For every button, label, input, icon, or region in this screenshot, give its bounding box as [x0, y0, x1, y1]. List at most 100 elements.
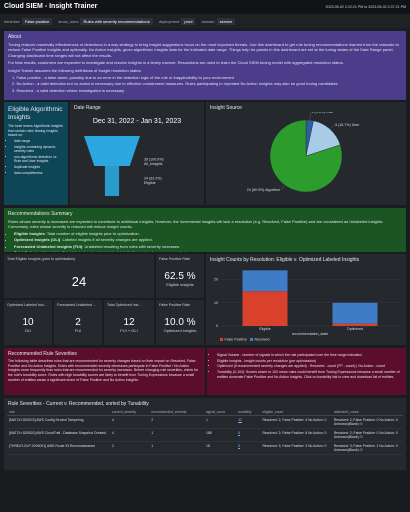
pie-category-label: Rule — [326, 112, 333, 114]
table-cell: Resolved: 2; False Positive: 0 No Action… — [331, 415, 403, 429]
column-header: tunability — [236, 409, 261, 416]
panel-title: Eligible Algorithmic Insights — [8, 106, 63, 122]
table-cell[interactable]: 8 — [236, 441, 261, 455]
panel-title: Recommendations Summary — [8, 211, 73, 217]
filter-chip: show_rules Rules with severity recommenda… — [58, 18, 153, 25]
legend-label: False Positive — [225, 338, 247, 342]
about-item: 3. Resolved - a valid detection where in… — [12, 87, 125, 93]
about-paragraph: Insight Trainer assumes the following de… — [8, 67, 142, 73]
filter-value[interactable]: prod — [181, 18, 196, 25]
column-header: rule — [7, 409, 110, 416]
table-cell: Resolved: 3; False Positive: 1 No Action… — [331, 441, 403, 455]
table-row: [THREAT-DLP-0000001] AWS Route 53 Reconn… — [7, 441, 403, 455]
table-cell: Resolved: 2; False Positive: 0 No Action… — [331, 428, 403, 442]
column-header: optimized_count — [331, 409, 403, 416]
pie-label: 24 (80.0%) Algorithm — [247, 188, 281, 192]
funnel-category-label: Eligible — [144, 181, 156, 185]
filter-chip: deployment prod — [159, 18, 196, 25]
eligible-panel: Eligible Algorithmic Insights The tuner … — [4, 102, 68, 205]
kpi-unit: % — [186, 317, 196, 328]
summary-item: Total Optimized Insights: Total labeled … — [14, 250, 402, 252]
filter-value[interactable]: service — [216, 18, 236, 25]
column-header: eligible_count — [260, 409, 332, 416]
funnel-chart: 38 (100.0%)All_Insights 24 (63.2%)Eligibl… — [84, 136, 164, 196]
filter-chip: minimize False positive — [4, 18, 53, 25]
filter-value[interactable]: False positive — [21, 18, 53, 25]
kpi-label: Optimized Labeled Insi... — [7, 303, 47, 307]
kpi-sub: Optimized insights — [163, 328, 197, 333]
eligible-item: non-algorithmic detection i.e. Rule and … — [14, 155, 64, 164]
pie-label: 5 (16.7%) User — [335, 123, 360, 127]
filter-value[interactable]: Rules with severity recommendations — [80, 18, 153, 25]
table-row: [MATCH-S00076] AWS Config Service Tamper… — [7, 415, 403, 429]
funnel-segment — [104, 166, 120, 196]
summary-text: : Labeled insights if all severity chang… — [60, 237, 153, 243]
summary-term: Forecasted Unlabeled Insights (FUI) — [14, 243, 83, 249]
table-row: [MATCH-S00520] AWS CloudTrail - Database… — [7, 428, 403, 442]
summary-text: : Unlabeled resulting from rules with se… — [82, 243, 181, 249]
summary-intro: Rules whose severity is increased are ex… — [8, 219, 384, 230]
eligible-item: insights containing dynamic severity rul… — [14, 145, 64, 154]
severity-item: Optimized (if recommended severity chang… — [217, 364, 402, 369]
kpi-number: 24 — [71, 274, 87, 289]
y-tick-label: 0 — [216, 324, 218, 328]
rule-table: rule current_severity recommended_severity… — [7, 409, 403, 455]
filter-key: deployment — [158, 19, 180, 24]
date-range-panel: Date Range Dec 31, 2022 - Jan 31, 2023 3… — [70, 102, 204, 205]
pie-chart: 1 (3.3%) Rule 5 (16.7%) User 24 (80.0%) Al… — [247, 112, 360, 193]
kpi-value: 10 — [4, 317, 52, 328]
table-cell[interactable]: 42 — [236, 415, 261, 429]
table-cell: [THREAT-DLP-0000001] AWS Route 53 Reconn… — [7, 441, 110, 455]
time-range[interactable]: 2023-05-02 2:22:21 PM to 2023-05-02 2:37… — [325, 5, 406, 9]
table-cell: 18 — [203, 441, 237, 455]
pie-leader — [281, 185, 285, 191]
kpi-unit: % — [186, 271, 196, 282]
kpi-label: Forecasted Unlabeled ... — [57, 303, 97, 307]
column-header: current_severity — [109, 409, 150, 416]
about-panel: About Tuning reduces maximally effective… — [4, 31, 406, 100]
table-cell: 4 — [109, 415, 150, 429]
filter-chip: domain service — [201, 18, 236, 25]
pie-value-label: 5 (16.7%) — [335, 123, 351, 127]
bar-segment — [332, 323, 378, 326]
kpi-value: 10.0 % — [156, 317, 204, 328]
pie-category-label: Algorithm — [265, 188, 280, 192]
kpi-value: 2 — [54, 317, 102, 328]
about-item: 1. False positive - a false alarm; possi… — [12, 74, 234, 80]
kpi-number: 10 — [22, 317, 34, 328]
pie-leader — [329, 124, 335, 130]
bar-segment — [242, 291, 288, 326]
about-paragraph: Tuning reduces maximally effectiveness o… — [8, 42, 399, 58]
kpi-sub: Eligible insights — [166, 282, 194, 287]
table-cell: 1 — [203, 415, 237, 429]
severities-panel: Recommended Rule Severities The followin… — [4, 348, 205, 395]
funnel-segment — [84, 136, 140, 166]
kpi-number: 62.5 — [164, 271, 184, 282]
x-tick-label: Eligible — [259, 327, 271, 331]
kpi-label: Total Eligible Insights (prior to optimi… — [7, 257, 76, 261]
table-cell: [MATCH-S00076] AWS Config Service Tamper… — [7, 415, 110, 429]
resolution-panel: Insight Counts by Resolution: Eligible v… — [206, 254, 406, 345]
bar-segment — [332, 302, 378, 324]
funnel-value-label: 24 (63.2%) — [144, 176, 162, 180]
header: Cloud SIEM - Insight Trainer 2023-05-02 … — [0, 0, 410, 14]
filter-bar: minimize False positive show_rules Rules wi… — [0, 14, 410, 28]
table-cell: 1 — [149, 428, 204, 442]
summary-text: : Total labeled and unlabeled insights i… — [60, 250, 187, 252]
summary-panel: Recommendations Summary Rules whose seve… — [4, 208, 406, 252]
bar-chart: 0 10 20 Eligible Optimized recommendation_sta… — [214, 270, 400, 342]
x-axis-label: recommendation_state — [292, 332, 329, 336]
panel-title: About — [8, 34, 22, 40]
eligible-list: date rangeinsights containing dynamic se… — [4, 139, 68, 175]
table-cell[interactable]: 8 — [236, 428, 261, 442]
panel-title: Insight Source — [210, 105, 242, 111]
x-tick-label: Optimized — [347, 327, 363, 331]
funnel-value-label: 38 (100.0%) — [144, 157, 164, 161]
y-tick-label: 10 — [214, 301, 218, 305]
panel-title: Date Range — [74, 105, 101, 111]
table-panel: Rule Severities - Current v. Recommended… — [4, 398, 406, 470]
y-tick-label: 20 — [214, 278, 218, 282]
eligible-item: duplicate insights — [14, 165, 64, 170]
table-cell: 188 — [203, 428, 237, 442]
